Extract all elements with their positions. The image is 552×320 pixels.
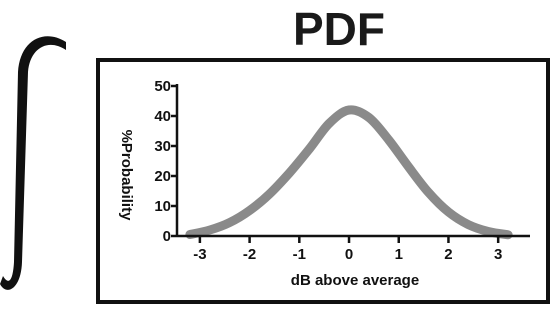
y-tick-label: 30 (154, 138, 171, 155)
x-tick-label: 0 (345, 246, 353, 263)
y-axis-label: %Probability (118, 130, 135, 222)
axes-layer (175, 84, 530, 238)
x-axis-label: dB above average (291, 272, 419, 289)
chart-frame (96, 58, 550, 304)
x-tick-label: 2 (444, 246, 452, 263)
y-tick-label: 0 (163, 228, 171, 245)
x-tick-label: -2 (243, 246, 256, 263)
x-tick-label: -3 (193, 246, 206, 263)
y-tick-label: 20 (154, 168, 171, 185)
y-tick-label: 50 (154, 78, 171, 95)
chart-title: PDF (293, 3, 385, 55)
x-tick-label: 1 (395, 246, 403, 263)
x-tick-label: 3 (494, 246, 502, 263)
integral-icon (0, 36, 66, 290)
y-ticks: 0 10 20 30 40 50 (154, 78, 177, 245)
curve-layer (185, 105, 513, 240)
x-ticks: -3 -2 -1 0 1 2 3 (193, 236, 502, 263)
x-tick-label: -1 (293, 246, 306, 263)
y-tick-label: 10 (154, 198, 171, 215)
y-tick-label: 40 (154, 108, 171, 125)
pdf-curve (185, 105, 513, 240)
